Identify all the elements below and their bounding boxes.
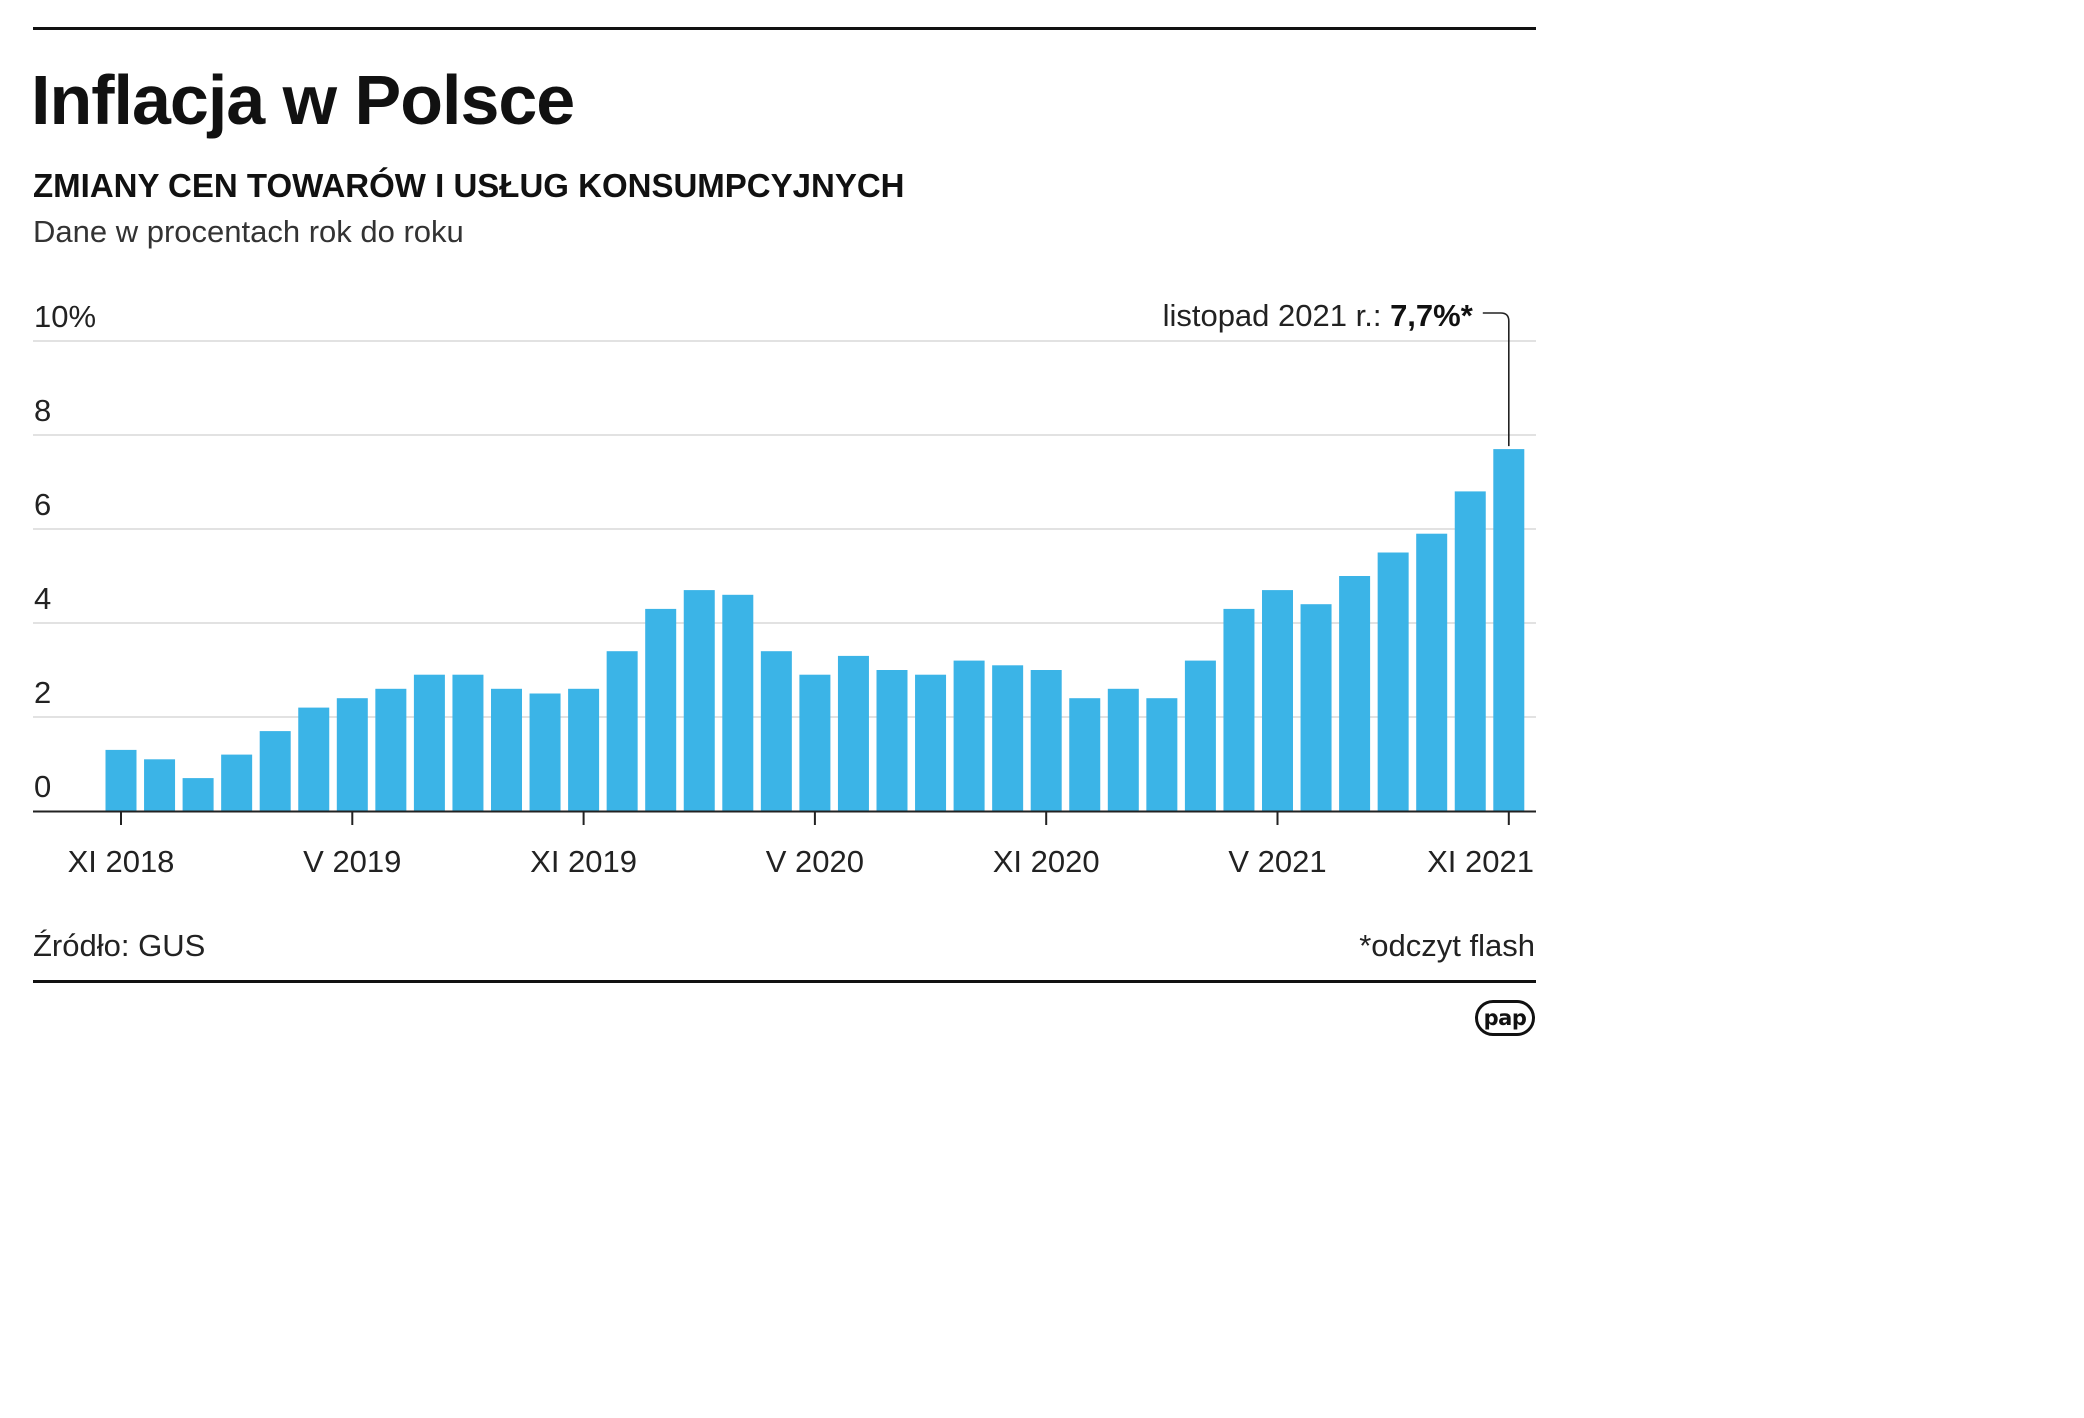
bar (1069, 698, 1101, 811)
bar (568, 688, 600, 811)
x-tick-label: XI 2019 (530, 844, 637, 879)
x-tick-label: V 2019 (303, 844, 401, 879)
pap-logo: pap (1475, 1000, 1535, 1036)
bottom-rule (33, 980, 1536, 983)
bar (298, 707, 330, 811)
annotation-prefix: listopad 2021 r.: (1163, 298, 1391, 333)
bar (1416, 533, 1448, 811)
y-tick-label: 6 (34, 487, 51, 522)
bar (1454, 491, 1486, 811)
chart-subtitle: ZMIANY CEN TOWARÓW I USŁUG KONSUMPCYJNYC… (33, 167, 905, 204)
bar (683, 590, 715, 811)
bar (799, 674, 831, 811)
annotation-leader-line (1482, 312, 1510, 447)
bar (336, 698, 368, 811)
bar (375, 688, 407, 811)
x-tick-label: XI 2020 (993, 844, 1100, 879)
bar (992, 665, 1024, 811)
bar (259, 731, 291, 811)
annotation-label: listopad 2021 r.: 7,7%* (1163, 298, 1474, 333)
bar (1300, 604, 1332, 811)
bar (722, 594, 754, 811)
bar (645, 608, 677, 811)
bar (1223, 608, 1255, 811)
bar (915, 674, 947, 811)
inflation-bar-chart: 0 2 4 6 8 10% XI 2018 V 2019 XI 2019 V 2020 XI 202… (33, 298, 1536, 879)
label-layer: 0 2 4 6 8 10% XI 2018 V 2019 XI 2019 V 2020 XI 202… (34, 298, 1534, 879)
bar (1146, 698, 1178, 811)
bar (413, 674, 445, 811)
bar-layer (105, 449, 1525, 811)
bar (1030, 670, 1062, 811)
bar (1262, 590, 1293, 811)
bar (1377, 552, 1409, 811)
bar (1339, 576, 1371, 811)
bar (760, 651, 792, 811)
bar (491, 688, 522, 811)
y-tick-label: 4 (34, 581, 51, 616)
x-tick-label: V 2021 (1228, 844, 1326, 879)
bar (1493, 449, 1525, 811)
bar (606, 651, 638, 811)
bar (1184, 660, 1216, 811)
bar (1107, 688, 1139, 811)
y-tick-label: 0 (34, 769, 51, 804)
source-note: Źródło: GUS (33, 928, 206, 963)
x-tick-label: V 2020 (766, 844, 864, 879)
y-tick-label: 10% (34, 299, 96, 334)
bar (529, 693, 561, 811)
bar (953, 660, 985, 811)
x-tick-label: XI 2021 (1427, 844, 1534, 879)
y-tick-label: 2 (34, 675, 51, 710)
bar (837, 655, 869, 811)
flash-footnote: *odczyt flash (1359, 928, 1535, 963)
axis-layer (33, 312, 1536, 825)
bar (182, 778, 214, 811)
bar (452, 674, 484, 811)
bar (876, 670, 908, 811)
top-rule (33, 27, 1536, 30)
chart-description: Dane w procentach rok do roku (33, 214, 464, 249)
annotation-value: 7,7%* (1390, 298, 1474, 333)
y-tick-label: 8 (34, 393, 51, 428)
x-tick-label: XI 2018 (68, 844, 175, 879)
bar (105, 749, 137, 811)
chart-title: Inflacja w Polsce (31, 61, 575, 139)
bar (144, 759, 176, 811)
bar (221, 754, 253, 811)
